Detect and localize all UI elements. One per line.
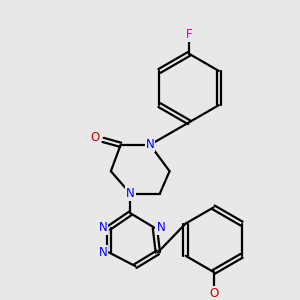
- Text: N: N: [126, 187, 135, 200]
- Text: O: O: [91, 131, 100, 144]
- Text: N: N: [99, 221, 107, 235]
- Text: N: N: [99, 246, 107, 259]
- Text: N: N: [156, 221, 165, 235]
- Text: N: N: [146, 138, 154, 151]
- Text: O: O: [209, 287, 218, 300]
- Text: F: F: [186, 28, 192, 41]
